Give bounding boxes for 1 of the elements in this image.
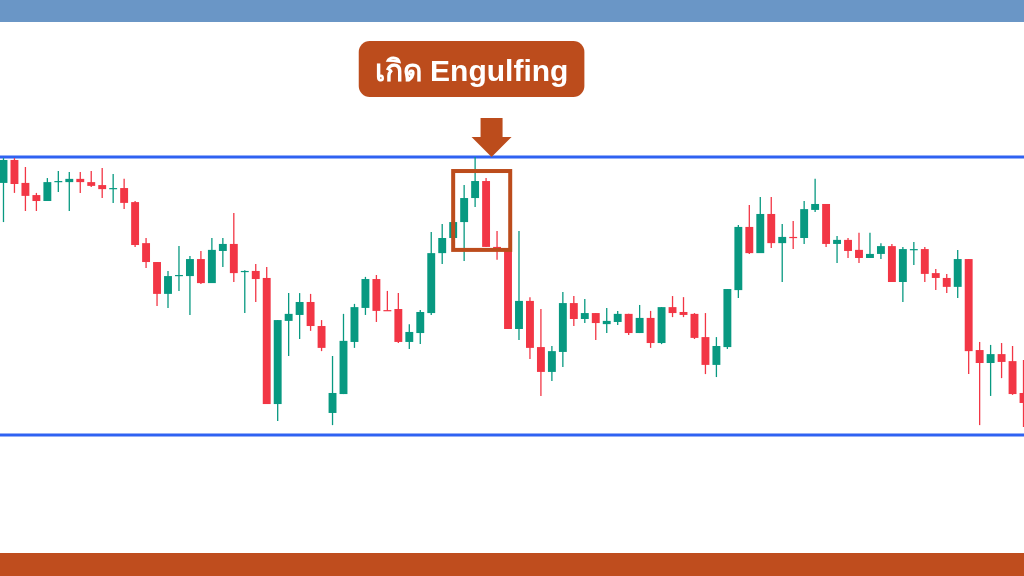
annotation: เกิด Engulfing bbox=[358, 41, 585, 97]
